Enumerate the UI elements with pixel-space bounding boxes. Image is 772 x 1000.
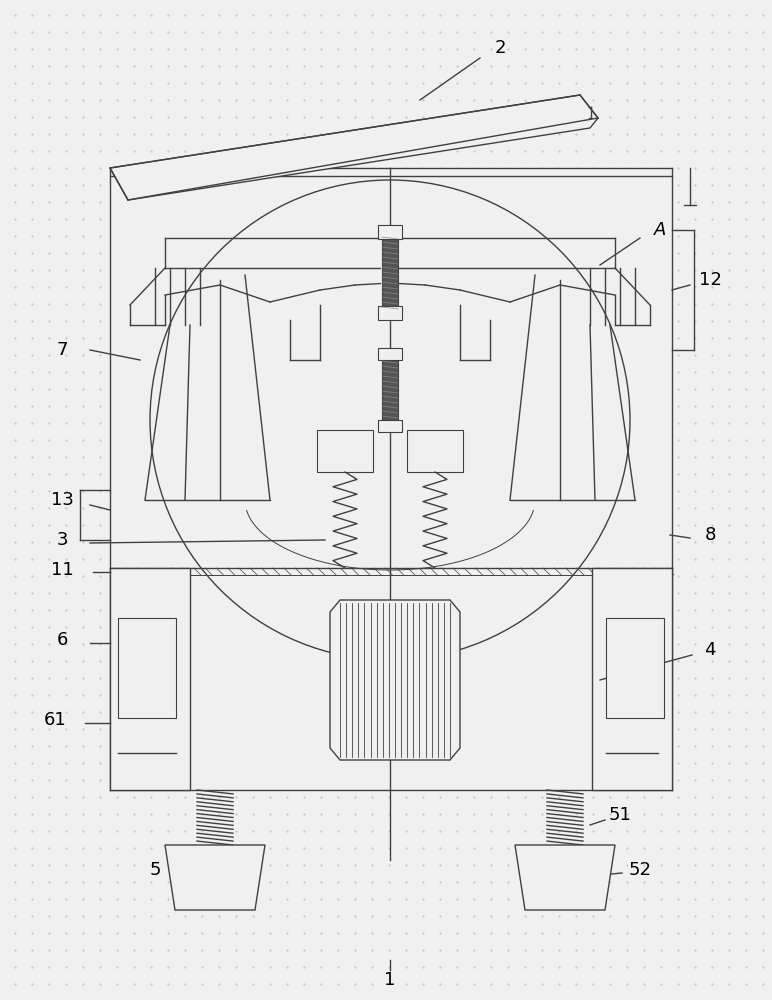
Bar [606, 618, 664, 718]
Bar [378, 348, 402, 360]
Bar [382, 235, 398, 310]
Polygon shape [515, 845, 615, 910]
Bar [381, 225, 399, 320]
Text: 1: 1 [384, 971, 396, 989]
Bar [378, 225, 402, 239]
Bar [110, 168, 672, 790]
Polygon shape [165, 845, 265, 910]
Text: 51: 51 [608, 806, 631, 824]
Polygon shape [110, 95, 598, 200]
Text: 12: 12 [699, 271, 722, 289]
Bar [378, 306, 402, 320]
Text: 2: 2 [494, 39, 506, 57]
Polygon shape [330, 600, 460, 760]
Text: 13: 13 [50, 491, 73, 509]
Bar [407, 430, 463, 472]
Bar [317, 430, 373, 472]
Text: 3: 3 [56, 531, 68, 549]
Bar [378, 420, 402, 432]
Text: 11: 11 [51, 561, 73, 579]
Text: 8: 8 [704, 526, 716, 544]
Text: 52: 52 [628, 861, 652, 879]
Bar [592, 568, 672, 790]
Text: 61: 61 [44, 711, 66, 729]
Text: 6: 6 [56, 631, 68, 649]
Text: 4: 4 [704, 641, 716, 659]
Bar [110, 568, 190, 790]
Bar [118, 618, 176, 718]
Text: 5: 5 [149, 861, 161, 879]
Text: A: A [654, 221, 666, 239]
Bar [382, 358, 398, 420]
Text: 7: 7 [56, 341, 68, 359]
